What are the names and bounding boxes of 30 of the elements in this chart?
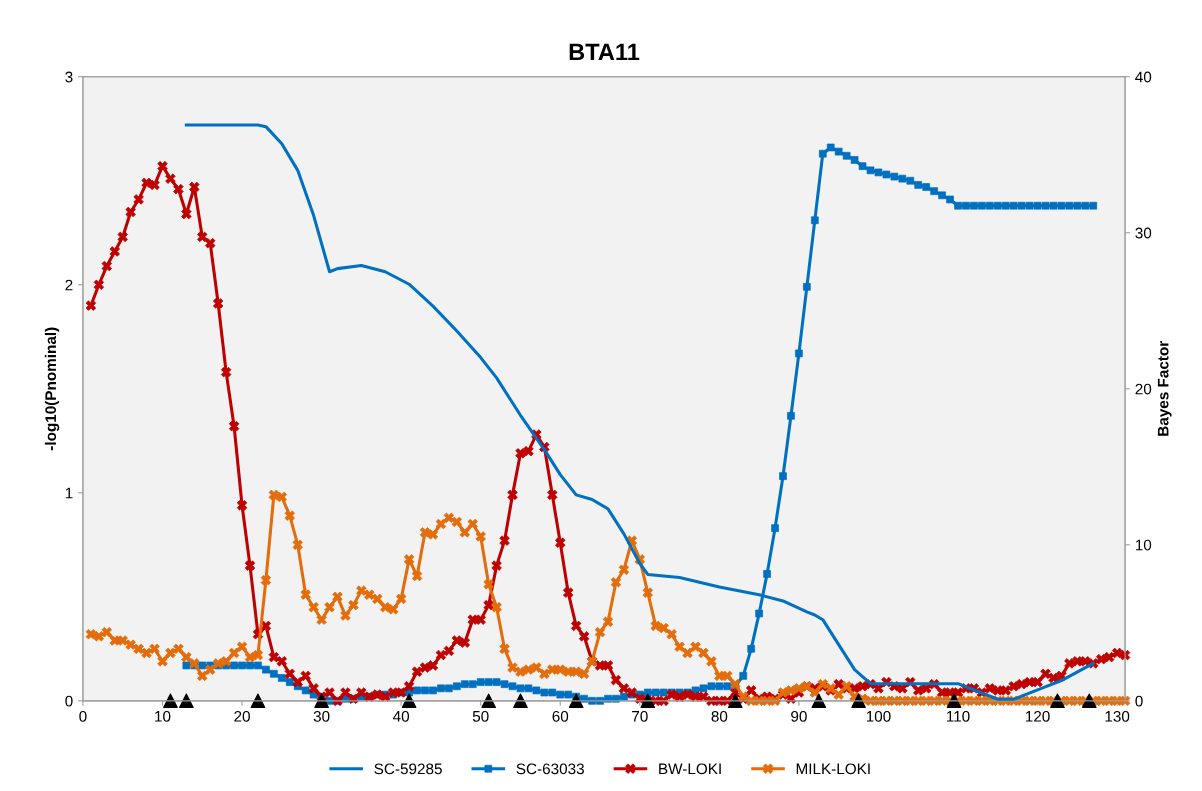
legend-label: SC-63033 (516, 763, 584, 775)
x-tick-label: 100 (866, 710, 891, 722)
legend-label: SC-59285 (374, 763, 442, 775)
y2-tick-label: 10 (1135, 539, 1152, 551)
x-tick-label: 10 (155, 710, 171, 722)
x-tick-label: 70 (632, 710, 648, 722)
y-tick-label: 0 (65, 695, 73, 707)
x-tick-label: 60 (552, 710, 569, 722)
x-tick-label: 110 (947, 710, 970, 722)
y-tick-label: 1 (65, 487, 73, 499)
chart-title: BTA11 (569, 43, 640, 61)
x-tick-label: 50 (472, 710, 489, 722)
y2-tick-label: 20 (1135, 383, 1152, 395)
y-tick-label: 2 (65, 279, 73, 291)
x-tick-label: 120 (1025, 710, 1050, 722)
x-tick-label: 40 (393, 710, 410, 722)
y2-tick-label: 0 (1135, 695, 1143, 707)
x-tick-label: 30 (313, 710, 330, 722)
x-tick-label: 0 (79, 710, 87, 722)
y-tick-label: 3 (65, 71, 73, 83)
y2-tick-label: 30 (1135, 227, 1152, 239)
y-axis-title: -log10(Pnominal) (44, 327, 60, 451)
legend-label: MILK-LOKI (796, 763, 870, 775)
x-tick-label: 90 (791, 710, 807, 722)
legend-label: BW-LOKI (659, 763, 721, 775)
y2-axis-title: Bayes Factor (1157, 341, 1172, 436)
x-tick-label: 130 (1105, 710, 1130, 722)
x-tick-label: 20 (234, 710, 250, 722)
y2-tick-label: 40 (1135, 71, 1152, 83)
x-tick-label: 80 (711, 710, 728, 722)
